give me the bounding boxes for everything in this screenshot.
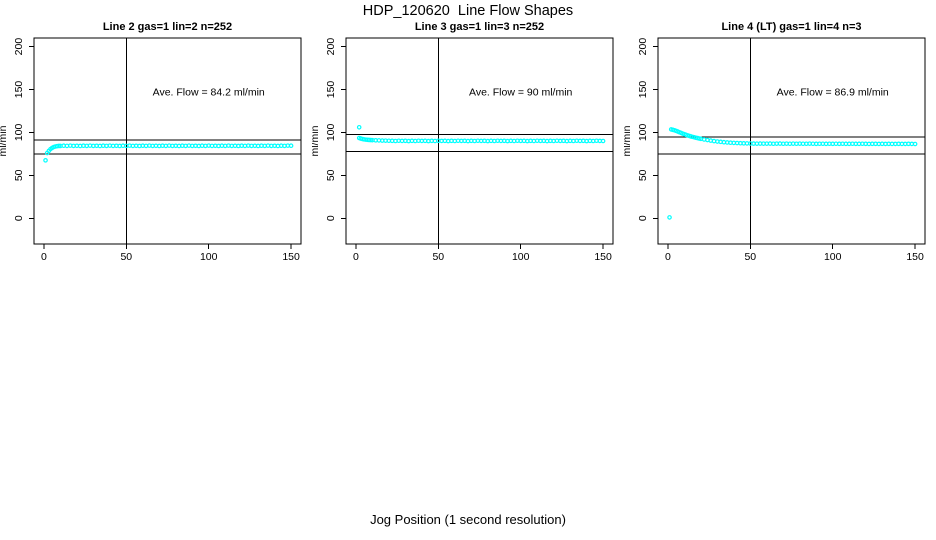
y-tick-label: 0	[325, 215, 337, 221]
plot-box	[33, 37, 302, 245]
panel-title-line3: Line 3 gas=1 lin=3 n=252	[414, 21, 545, 33]
x-tick-label: 100	[200, 251, 218, 263]
ave-flow-annotation: Ave. Flow = 90 ml/min	[469, 87, 573, 99]
x-tick-label: 150	[594, 251, 612, 263]
panel-line4: 0 50 100 150 0 50 100 150 200 ml/min Ave. Flow = 8…	[624, 20, 936, 270]
figure-title: HDP_120620 Line Flow Shapes	[362, 3, 574, 19]
x-axis: 0 50 100 150	[353, 244, 612, 263]
y-tick-label: 50	[325, 169, 337, 181]
panel-line2: 0 50 100 150 0 50 100 150 200 ml/min Ave. Flow = 8…	[0, 20, 312, 270]
y-axis: 0 50 100 150 200	[637, 38, 658, 221]
x-tick-label: 50	[432, 251, 444, 263]
panel-line3: 0 50 100 150 0 50 100 150 200 ml/min Ave. Flow = 9…	[312, 20, 624, 270]
plot-line4: 0 50 100 150 0 50 100 150 200 ml/min Ave. Flow = 8…	[624, 37, 926, 263]
data-point	[356, 124, 362, 130]
data-points	[667, 127, 918, 220]
data-point	[368, 137, 374, 143]
x-tick-label: 100	[512, 251, 530, 263]
y-tick-label: 200	[325, 38, 337, 56]
y-axis: 0 50 100 150 200	[325, 38, 346, 221]
y-axis-title: ml/min	[624, 125, 633, 156]
ave-flow-annotation: Ave. Flow = 86.9 ml/min	[777, 87, 889, 99]
y-tick-label: 100	[325, 124, 337, 142]
y-tick-label: 150	[325, 81, 337, 99]
x-tick-label: 150	[282, 251, 300, 263]
x-tick-label: 50	[744, 251, 756, 263]
data-point	[667, 215, 672, 220]
data-point	[56, 143, 62, 149]
y-tick-label: 200	[13, 38, 25, 56]
x-axis: 0 50 100 150	[665, 244, 924, 263]
data-point	[912, 141, 918, 147]
x-tick-label: 0	[665, 251, 671, 263]
plot-line3: 0 50 100 150 0 50 100 150 200 ml/min Ave. Flow = 9…	[312, 37, 614, 263]
plot-box	[345, 37, 614, 245]
data-point	[43, 158, 48, 163]
x-tick-label: 0	[353, 251, 359, 263]
plot-line2: 0 50 100 150 0 50 100 150 200 ml/min Ave. Flow = 8…	[0, 37, 302, 263]
x-tick-label: 100	[824, 251, 842, 263]
y-tick-label: 0	[637, 215, 649, 221]
data-points	[356, 124, 606, 144]
y-tick-label: 50	[637, 169, 649, 181]
x-axis: 0 50 100 150	[41, 244, 300, 263]
y-tick-label: 150	[637, 81, 649, 99]
panel-title-line4: Line 4 (LT) gas=1 lin=4 n=3	[721, 21, 862, 33]
y-tick-label: 200	[637, 38, 649, 56]
x-axis-label: Jog Position (1 second resolution)	[370, 512, 566, 527]
x-tick-label: 150	[906, 251, 924, 263]
x-tick-label: 0	[41, 251, 47, 263]
data-point	[600, 138, 606, 144]
ave-flow-annotation: Ave. Flow = 84.2 ml/min	[153, 87, 265, 99]
y-axis: 0 50 100 150 200	[13, 38, 34, 221]
panel-title-line2: Line 2 gas=1 lin=2 n=252	[102, 21, 233, 33]
data-point	[288, 143, 294, 149]
plot-box	[657, 37, 926, 245]
y-tick-label: 150	[13, 81, 25, 99]
y-axis-title: ml/min	[0, 125, 9, 156]
data-points	[43, 143, 294, 163]
y-axis-title: ml/min	[312, 125, 321, 156]
y-tick-label: 50	[13, 169, 25, 181]
x-tick-label: 50	[120, 251, 132, 263]
y-tick-label: 100	[13, 124, 25, 142]
y-tick-label: 0	[13, 215, 25, 221]
y-tick-label: 100	[637, 124, 649, 142]
